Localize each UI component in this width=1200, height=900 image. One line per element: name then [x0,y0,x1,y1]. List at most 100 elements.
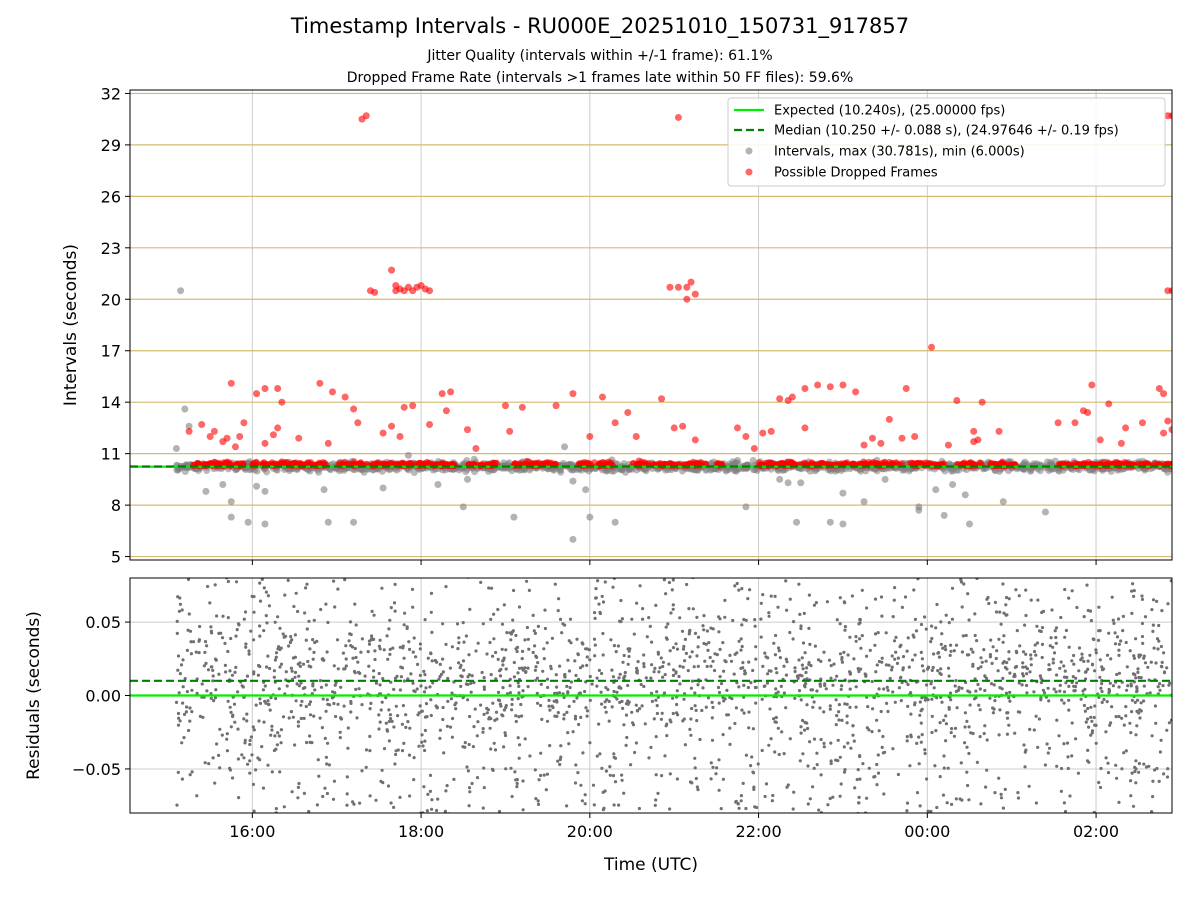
residual-point [610,668,614,672]
residual-point [1140,597,1145,602]
residual-point [1072,689,1076,693]
residual-point [297,684,301,688]
residual-point [969,731,973,735]
residual-point [812,603,817,607]
residual-point [496,657,500,662]
residual-point [607,719,611,723]
residual-point [706,696,711,700]
residual-point [923,615,927,619]
residual-point [611,774,616,778]
residual-point [1134,733,1138,737]
residual-point [867,728,871,732]
residual-point [223,641,227,646]
residual-point [230,673,234,677]
residual-point [1028,670,1032,674]
residual-point [328,703,332,707]
residual-point [1074,676,1078,680]
dropped-frame-point [885,459,893,466]
residual-point [930,624,934,628]
residual-point [655,690,659,694]
residual-point [770,799,775,803]
residual-point [617,817,620,820]
residual-point [631,721,635,725]
dropped-frame-point [371,288,379,296]
residual-point [411,681,415,685]
residual-point [728,695,732,700]
dropped-frame-point [269,431,277,439]
residual-point [597,602,601,606]
residual-point [441,657,445,661]
residual-point [353,602,357,606]
residual-point [400,722,404,726]
interval-point [949,481,957,489]
residual-point [693,631,698,636]
residual-point [744,753,749,757]
residual-point [957,685,961,690]
residual-point [678,682,682,686]
residual-point [689,717,693,721]
residual-point [895,661,900,666]
residual-point [360,637,364,641]
residual-point [398,645,402,649]
residual-point [450,645,454,649]
residual-point [1070,589,1074,593]
residual-point [1083,709,1087,713]
dropped-frame-point [295,434,303,442]
residual-point [226,699,230,703]
residual-point [737,588,741,592]
residual-point [556,711,560,715]
residual-point [502,745,506,749]
residual-point [822,650,826,654]
residual-point [380,700,384,704]
residual-point [733,584,737,588]
residual-point [721,641,725,645]
residual-point [278,626,282,630]
residual-point [270,728,274,732]
residual-point [807,626,811,631]
intervals-y-tick-label: 14 [101,393,121,412]
residual-point [580,799,585,803]
residual-point [386,784,391,788]
residual-point [845,714,849,718]
residual-point [753,618,757,622]
residual-point [600,766,604,771]
residual-point [546,685,550,690]
residual-point [963,741,967,745]
dropped-frame-point [1054,419,1062,427]
residual-point [532,629,536,633]
residual-point [588,658,592,662]
residual-point [967,751,971,756]
dropped-frame-point [687,278,695,286]
residual-point [233,720,237,724]
residual-point [287,644,291,648]
residual-point [919,740,923,744]
residual-point [606,688,610,692]
residual-point [1084,670,1088,674]
dropped-frame-point [396,432,404,440]
residual-point [1055,718,1059,722]
residual-point [812,737,817,741]
residual-point [719,571,722,574]
interval-point [510,513,518,521]
residual-point [258,599,263,603]
residual-point [1128,721,1132,725]
residual-point [1100,682,1104,686]
residual-point [215,614,219,618]
residual-point [828,704,832,708]
residual-point [761,593,765,597]
residual-point [690,679,695,683]
dropped-frame-point [674,113,682,121]
residual-point [1062,742,1066,746]
residual-point [612,752,616,756]
residual-point [515,574,518,577]
residual-point [696,683,700,687]
residual-point [777,752,781,757]
residual-point [553,714,557,718]
residual-point [935,573,938,576]
residual-point [1121,614,1125,619]
residual-point [476,720,480,724]
residual-point [495,717,499,721]
residual-point [834,698,838,702]
residual-point [793,666,797,670]
residual-point [785,608,789,612]
